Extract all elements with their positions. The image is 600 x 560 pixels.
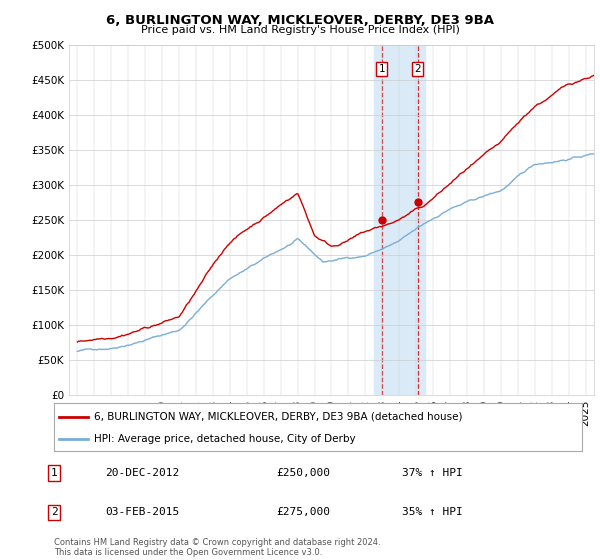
Text: 2: 2 xyxy=(414,64,421,74)
Text: 37% ↑ HPI: 37% ↑ HPI xyxy=(402,468,463,478)
Text: HPI: Average price, detached house, City of Derby: HPI: Average price, detached house, City… xyxy=(94,434,355,444)
Text: 6, BURLINGTON WAY, MICKLEOVER, DERBY, DE3 9BA (detached house): 6, BURLINGTON WAY, MICKLEOVER, DERBY, DE… xyxy=(94,412,462,422)
Text: 03-FEB-2015: 03-FEB-2015 xyxy=(105,507,179,517)
Text: 2: 2 xyxy=(50,507,58,517)
Text: £250,000: £250,000 xyxy=(276,468,330,478)
Bar xyxy=(374,45,425,395)
Text: Contains HM Land Registry data © Crown copyright and database right 2024.
This d: Contains HM Land Registry data © Crown c… xyxy=(54,538,380,557)
Text: 20-DEC-2012: 20-DEC-2012 xyxy=(105,468,179,478)
Text: £275,000: £275,000 xyxy=(276,507,330,517)
Text: 1: 1 xyxy=(50,468,58,478)
Text: 35% ↑ HPI: 35% ↑ HPI xyxy=(402,507,463,517)
Text: 1: 1 xyxy=(379,64,385,74)
Text: 6, BURLINGTON WAY, MICKLEOVER, DERBY, DE3 9BA: 6, BURLINGTON WAY, MICKLEOVER, DERBY, DE… xyxy=(106,14,494,27)
Text: Price paid vs. HM Land Registry's House Price Index (HPI): Price paid vs. HM Land Registry's House … xyxy=(140,25,460,35)
